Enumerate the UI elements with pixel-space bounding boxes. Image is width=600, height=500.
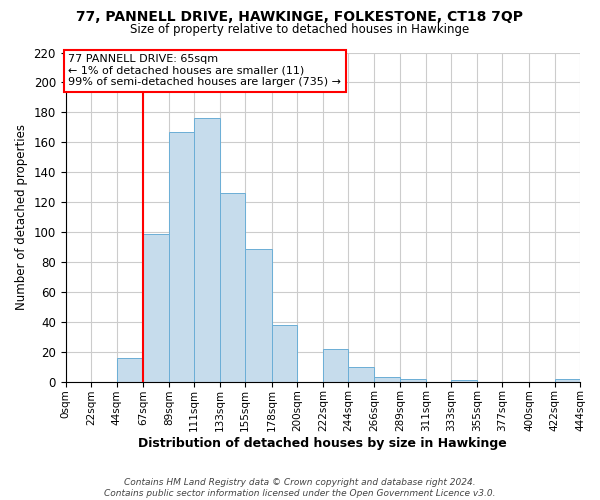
Text: 77, PANNELL DRIVE, HAWKINGE, FOLKESTONE, CT18 7QP: 77, PANNELL DRIVE, HAWKINGE, FOLKESTONE,…	[77, 10, 523, 24]
Bar	[194, 118, 220, 382]
Text: 77 PANNELL DRIVE: 65sqm
← 1% of detached houses are smaller (11)
99% of semi-det: 77 PANNELL DRIVE: 65sqm ← 1% of detached…	[68, 54, 341, 88]
Bar	[245, 248, 272, 382]
Bar	[220, 193, 245, 382]
Bar	[554, 378, 580, 382]
Text: Size of property relative to detached houses in Hawkinge: Size of property relative to detached ho…	[130, 22, 470, 36]
Bar	[323, 349, 349, 382]
Y-axis label: Number of detached properties: Number of detached properties	[15, 124, 28, 310]
Bar	[400, 378, 426, 382]
Bar	[169, 132, 194, 382]
Bar	[272, 325, 298, 382]
Bar	[116, 358, 143, 382]
Bar	[374, 377, 400, 382]
X-axis label: Distribution of detached houses by size in Hawkinge: Distribution of detached houses by size …	[139, 437, 507, 450]
Bar	[451, 380, 477, 382]
Bar	[143, 234, 169, 382]
Text: Contains HM Land Registry data © Crown copyright and database right 2024.
Contai: Contains HM Land Registry data © Crown c…	[104, 478, 496, 498]
Bar	[349, 366, 374, 382]
